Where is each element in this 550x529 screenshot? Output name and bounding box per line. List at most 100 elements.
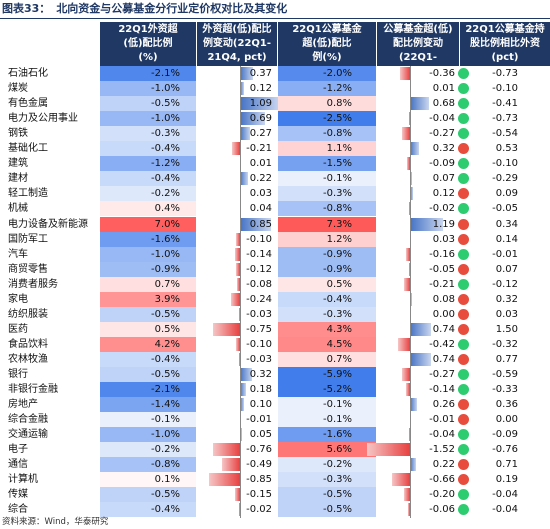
foreign-change-value: -0.21: [246, 143, 272, 155]
table-row: 纺织服装 -0.5% -0.03 -0.3% 0.00 0.03: [0, 306, 550, 322]
fund-vs-foreign-value: -0.12: [492, 278, 518, 290]
sector-name: 电子: [8, 444, 28, 456]
foreign-overweight-cell: -0.4%: [100, 351, 196, 367]
sector-name: 农林牧渔: [8, 353, 48, 365]
foreign-overweight-cell: -1.0%: [100, 81, 196, 97]
fund-change-value: 0.08: [432, 293, 455, 305]
negative-circle-icon: [458, 158, 469, 170]
negative-circle-icon: [458, 338, 469, 350]
foreign-overweight-cell: 0.7%: [100, 276, 196, 292]
fund-change-value: 1.19: [432, 218, 455, 230]
positive-circle-icon: [458, 353, 469, 365]
fund-vs-foreign-value: 0.14: [495, 233, 518, 245]
foreign-overweight-cell: 0.1%: [100, 472, 196, 488]
foreign-overweight-cell: -2.1%: [100, 66, 196, 82]
fund-change-value: -1.52: [429, 444, 455, 456]
foreign-overweight-cell: -0.5%: [100, 306, 196, 322]
fund-vs-foreign-value: -0.59: [492, 369, 518, 380]
foreign-overweight-cell: -0.9%: [100, 261, 196, 277]
fund-change-bar: [408, 503, 410, 517]
fund-change-value: 0.22: [432, 459, 455, 471]
fund-change-value: -0.04: [429, 113, 455, 125]
foreign-change-value: -0.85: [246, 474, 272, 486]
fund-change-bar: [410, 398, 418, 412]
foreign-change-bar: [222, 458, 240, 472]
foreign-change-bar: [240, 82, 245, 96]
foreign-change-bar: [212, 443, 240, 457]
fund-change-bar: [410, 97, 430, 111]
negative-circle-icon: [458, 248, 469, 260]
negative-circle-icon: [458, 98, 469, 110]
negative-circle-icon: [458, 429, 469, 441]
fund-change-value: 0.00: [432, 308, 455, 320]
fund-change-bar: [410, 458, 417, 472]
figure-caption: 北向资金与公募基金分行业定价权对比及其变化: [56, 2, 288, 15]
foreign-change-value: 0.04: [249, 203, 272, 215]
foreign-change-value: 0.37: [249, 68, 272, 79]
foreign-overweight-cell: -0.1%: [100, 412, 196, 428]
foreign-change-value: -0.14: [246, 248, 272, 260]
foreign-change-value: -0.75: [246, 323, 272, 335]
table-row: 食品饮料 4.2% -0.10 4.5% -0.42 -0.32: [0, 336, 550, 352]
fund-vs-foreign-value: -0.33: [492, 384, 518, 396]
fund-change-value: -0.42: [429, 338, 455, 350]
foreign-overweight-cell: -0.5%: [100, 487, 196, 503]
foreign-change-value: 0.05: [249, 429, 272, 441]
foreign-change-bar: [240, 383, 247, 397]
sector-name: 通信: [8, 459, 28, 471]
table-row: 电子 -0.2% -0.76 5.6% -1.52 -0.76: [0, 442, 550, 458]
fund-overweight-cell: 0.8%: [278, 96, 376, 112]
fund-change-bar: [402, 368, 410, 381]
fund-change-bar: [404, 488, 410, 502]
fund-change-value: -0.06: [429, 504, 455, 516]
table-row: 计算机 0.1% -0.85 -0.3% -0.66 0.19: [0, 472, 550, 488]
foreign-overweight-cell: -0.4%: [100, 171, 196, 187]
positive-circle-icon: [458, 474, 469, 486]
foreign-change-bar: [240, 67, 254, 80]
fund-overweight-cell: 1.1%: [278, 141, 376, 157]
source-note: 资料来源：Wind，华泰研究: [2, 517, 109, 527]
fund-overweight-cell: 7.3%: [278, 216, 376, 232]
fund-vs-foreign-value: 0.32: [495, 293, 518, 305]
sector-name: 传媒: [8, 489, 28, 501]
foreign-overweight-cell: 0.5%: [100, 321, 196, 337]
sector-name: 基础化工: [8, 143, 48, 155]
fund-vs-foreign-value: -0.29: [492, 173, 518, 185]
foreign-change-value: -0.10: [246, 338, 272, 350]
foreign-overweight-cell: -0.3%: [100, 126, 196, 142]
fund-overweight-cell: 4.5%: [278, 336, 376, 352]
sector-name: 汽车: [8, 248, 28, 260]
table-row: 石油石化 -2.1% 0.37 -2.0% -0.36 -0.73: [0, 66, 550, 82]
fund-overweight-cell: -2.0%: [278, 66, 376, 82]
foreign-overweight-cell: 7.0%: [100, 216, 196, 232]
fund-change-value: 0.32: [432, 143, 455, 155]
figure-title: 图表33： 北向资金与公募基金分行业定价权对比及其变化: [0, 0, 550, 19]
foreign-change-value: 0.10: [249, 399, 272, 411]
fund-change-bar: [410, 292, 413, 306]
negative-circle-icon: [458, 113, 469, 125]
fund-vs-foreign-value: 0.77: [495, 353, 518, 365]
fund-change-value: 0.12: [432, 188, 455, 200]
fund-change-value: 0.07: [432, 173, 455, 185]
fund-overweight-cell: 0.7%: [278, 351, 376, 367]
sector-name: 消费者服务: [8, 278, 58, 290]
sector-name: 医药: [8, 323, 28, 335]
fund-vs-foreign-value: -0.54: [492, 128, 518, 140]
foreign-change-value: -0.12: [246, 263, 272, 275]
negative-circle-icon: [458, 203, 469, 215]
header-fund-change: 公募基金超(低) 配比例变动(22Q1- 21Q4, pct): [377, 22, 459, 66]
positive-circle-icon: [458, 399, 469, 411]
foreign-overweight-cell: -0.8%: [100, 457, 196, 473]
fund-vs-foreign-value: -0.09: [492, 429, 518, 441]
fund-change-bar: [398, 337, 410, 351]
table-row: 有色金属 -0.5% 1.09 0.8% 0.68 -0.41: [0, 96, 550, 112]
fund-overweight-cell: -0.4%: [278, 291, 376, 307]
fund-overweight-cell: -0.1%: [278, 412, 376, 428]
foreign-change-bar: [232, 142, 240, 156]
positive-circle-icon: [458, 308, 469, 320]
fund-change-value: 0.01: [432, 83, 455, 95]
fund-change-bar: [405, 247, 410, 261]
table-row: 通信 -0.8% -0.49 -0.2% 0.22 0.71: [0, 457, 550, 473]
fund-overweight-cell: -0.2%: [278, 457, 376, 473]
foreign-change-bar: [239, 503, 240, 517]
